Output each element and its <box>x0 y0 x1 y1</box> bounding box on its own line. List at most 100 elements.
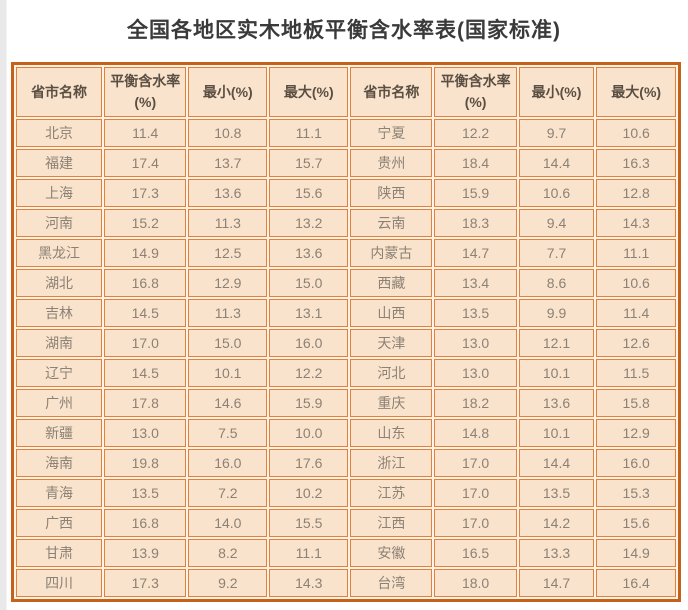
table-row: 福建 17.4 13.7 15.7 贵州 18.4 14.4 16.3 <box>16 149 676 177</box>
value-cell: 13.3 <box>518 539 595 567</box>
value-cell: 8.6 <box>518 269 595 297</box>
header-max: 最大(%) <box>269 67 349 117</box>
value-cell: 14.7 <box>434 239 517 267</box>
value-cell: 13.5 <box>104 479 187 507</box>
value-cell: 17.0 <box>434 449 517 477</box>
value-cell: 11.3 <box>188 299 268 327</box>
header-equilibrium: 平衡含水率(%) <box>104 67 187 117</box>
value-cell: 14.0 <box>188 509 268 537</box>
value-cell: 15.8 <box>596 389 676 417</box>
left-page-edge <box>0 0 7 610</box>
province-cell: 北京 <box>16 119 103 147</box>
value-cell: 7.2 <box>188 479 268 507</box>
value-cell: 17.0 <box>434 509 517 537</box>
table-row: 辽宁 14.5 10.1 12.2 河北 13.0 10.1 11.5 <box>16 359 676 387</box>
province-cell: 贵州 <box>350 149 433 177</box>
value-cell: 11.1 <box>269 539 349 567</box>
value-cell: 11.3 <box>188 209 268 237</box>
value-cell: 16.0 <box>188 449 268 477</box>
table-row: 青海 13.5 7.2 10.2 江苏 17.0 13.5 15.3 <box>16 479 676 507</box>
value-cell: 14.6 <box>188 389 268 417</box>
table-row: 北京 11.4 10.8 11.1 宁夏 12.2 9.7 10.6 <box>16 119 676 147</box>
value-cell: 14.7 <box>518 569 595 597</box>
value-cell: 7.5 <box>188 419 268 447</box>
table-row: 上海 17.3 13.6 15.6 陕西 15.9 10.6 12.8 <box>16 179 676 207</box>
value-cell: 12.1 <box>518 329 595 357</box>
value-cell: 17.8 <box>104 389 187 417</box>
value-cell: 10.1 <box>188 359 268 387</box>
value-cell: 15.0 <box>269 269 349 297</box>
value-cell: 14.5 <box>104 359 187 387</box>
province-cell: 江西 <box>350 509 433 537</box>
value-cell: 15.6 <box>596 509 676 537</box>
province-cell: 重庆 <box>350 389 433 417</box>
value-cell: 16.8 <box>104 509 187 537</box>
province-cell: 福建 <box>16 149 103 177</box>
value-cell: 15.3 <box>596 479 676 507</box>
province-cell: 宁夏 <box>350 119 433 147</box>
value-cell: 10.6 <box>596 269 676 297</box>
value-cell: 17.3 <box>104 569 187 597</box>
value-cell: 16.5 <box>434 539 517 567</box>
value-cell: 10.8 <box>188 119 268 147</box>
province-cell: 山西 <box>350 299 433 327</box>
value-cell: 16.8 <box>104 269 187 297</box>
value-cell: 10.1 <box>518 419 595 447</box>
value-cell: 17.0 <box>434 479 517 507</box>
header-min-2: 最小(%) <box>518 67 595 117</box>
province-cell: 广西 <box>16 509 103 537</box>
table-row: 广西 16.8 14.0 15.5 江西 17.0 14.2 15.6 <box>16 509 676 537</box>
value-cell: 16.0 <box>596 449 676 477</box>
value-cell: 14.5 <box>104 299 187 327</box>
page-title: 全国各地区实木地板平衡含水率表(国家标准) <box>127 19 561 42</box>
province-cell: 江苏 <box>350 479 433 507</box>
province-cell: 广州 <box>16 389 103 417</box>
value-cell: 14.2 <box>518 509 595 537</box>
value-cell: 13.0 <box>434 329 517 357</box>
value-cell: 13.6 <box>188 179 268 207</box>
value-cell: 14.9 <box>596 539 676 567</box>
value-cell: 17.0 <box>104 329 187 357</box>
value-cell: 17.6 <box>269 449 349 477</box>
value-cell: 7.7 <box>518 239 595 267</box>
province-cell: 甘肃 <box>16 539 103 567</box>
value-cell: 18.2 <box>434 389 517 417</box>
header-province-2: 省市名称 <box>350 67 433 117</box>
province-cell: 天津 <box>350 329 433 357</box>
value-cell: 15.9 <box>269 389 349 417</box>
value-cell: 9.2 <box>188 569 268 597</box>
value-cell: 8.2 <box>188 539 268 567</box>
value-cell: 11.1 <box>596 239 676 267</box>
table-row: 湖南 17.0 15.0 16.0 天津 13.0 12.1 12.6 <box>16 329 676 357</box>
province-cell: 山东 <box>350 419 433 447</box>
value-cell: 11.4 <box>104 119 187 147</box>
province-cell: 四川 <box>16 569 103 597</box>
table-row: 广州 17.8 14.6 15.9 重庆 18.2 13.6 15.8 <box>16 389 676 417</box>
value-cell: 16.3 <box>596 149 676 177</box>
table-row: 四川 17.3 9.2 14.3 台湾 18.0 14.7 16.4 <box>16 569 676 597</box>
value-cell: 9.7 <box>518 119 595 147</box>
province-cell: 吉林 <box>16 299 103 327</box>
value-cell: 17.3 <box>104 179 187 207</box>
value-cell: 10.6 <box>518 179 595 207</box>
province-cell: 上海 <box>16 179 103 207</box>
value-cell: 13.5 <box>518 479 595 507</box>
province-cell: 湖北 <box>16 269 103 297</box>
province-cell: 海南 <box>16 449 103 477</box>
value-cell: 14.4 <box>518 449 595 477</box>
value-cell: 15.5 <box>269 509 349 537</box>
value-cell: 18.4 <box>434 149 517 177</box>
province-cell: 湖南 <box>16 329 103 357</box>
value-cell: 15.9 <box>434 179 517 207</box>
value-cell: 12.9 <box>596 419 676 447</box>
table-row: 河南 15.2 11.3 13.2 云南 18.3 9.4 14.3 <box>16 209 676 237</box>
value-cell: 15.6 <box>269 179 349 207</box>
province-cell: 河南 <box>16 209 103 237</box>
province-cell: 青海 <box>16 479 103 507</box>
header-row: 省市名称 平衡含水率(%) 最小(%) 最大(%) 省市名称 平衡含水率(%) … <box>16 67 676 117</box>
table-row: 黑龙江 14.9 12.5 13.6 内蒙古 14.7 7.7 11.1 <box>16 239 676 267</box>
value-cell: 13.7 <box>188 149 268 177</box>
province-cell: 河北 <box>350 359 433 387</box>
table-body: 北京 11.4 10.8 11.1 宁夏 12.2 9.7 10.6 福建 17.4 13.7 15.… <box>16 119 676 597</box>
province-cell: 台湾 <box>350 569 433 597</box>
